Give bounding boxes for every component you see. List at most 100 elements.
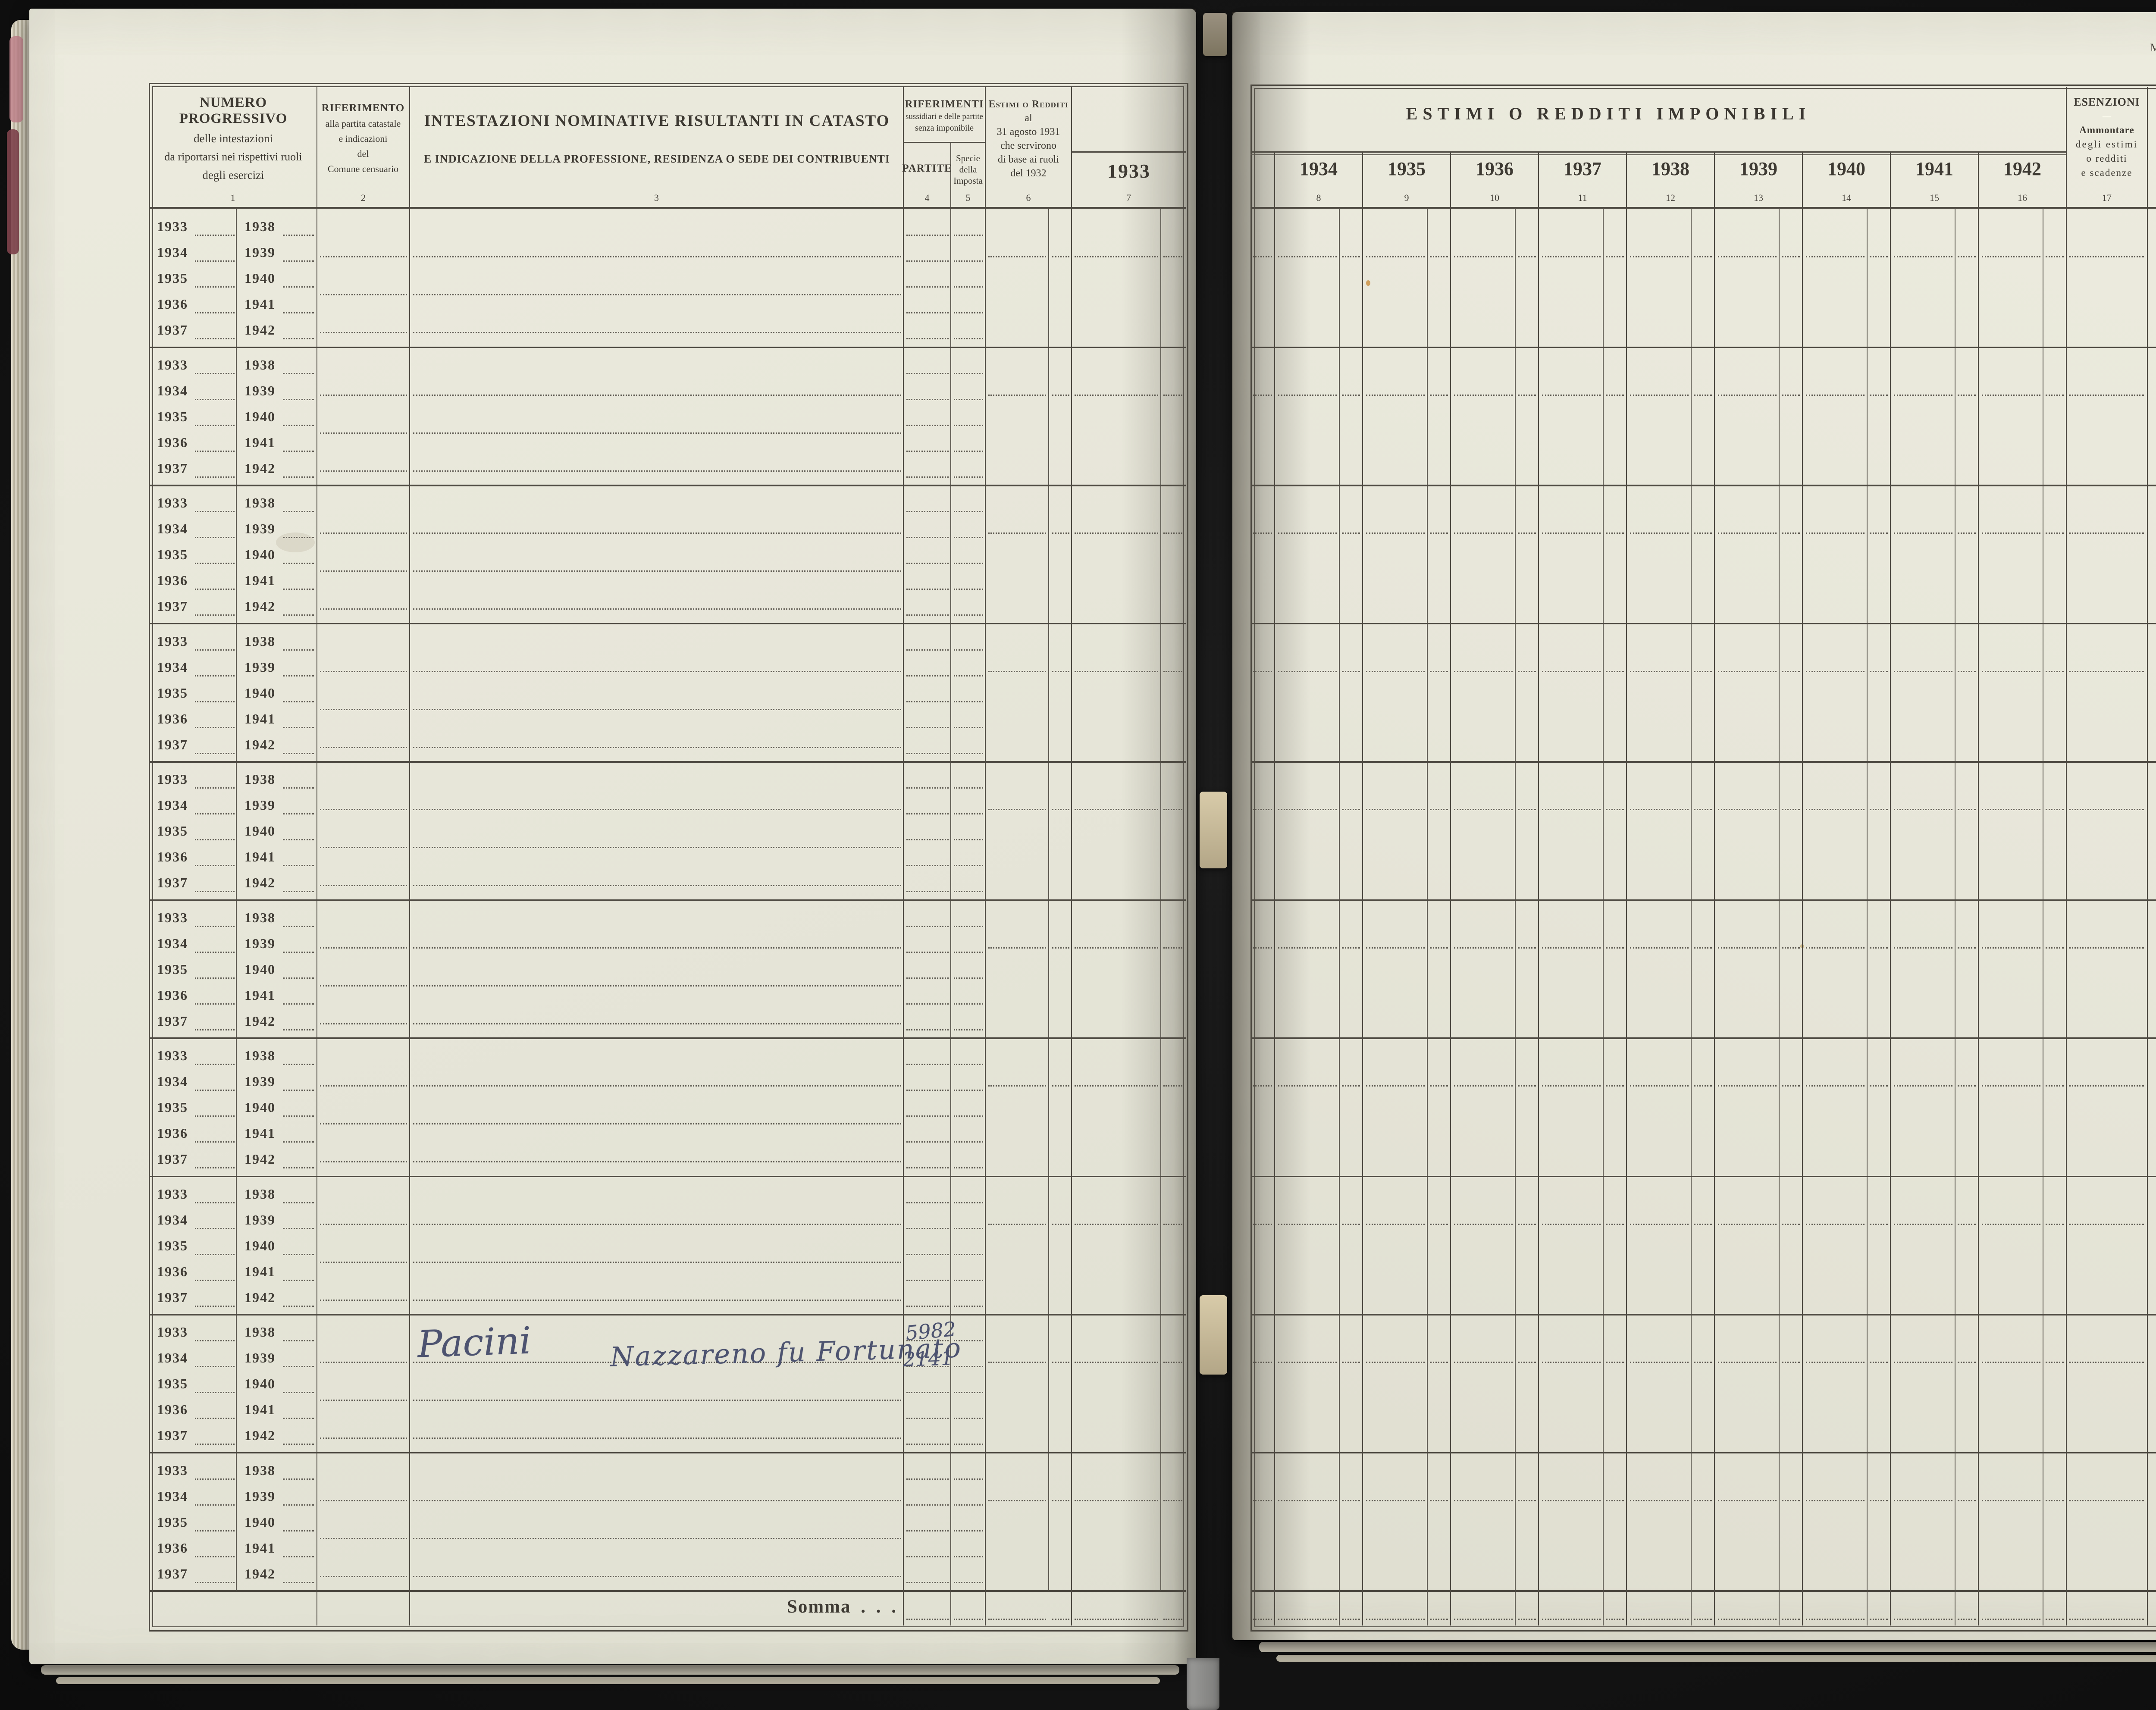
dotted-writing-line [283,424,314,426]
year-header-label: 1939 [1739,158,1777,179]
dotted-writing-line [1366,532,1425,534]
dotted-writing-line [1958,256,1976,257]
dotted-writing-line [1694,809,1712,810]
dotted-writing-line [1870,256,1888,257]
dotted-writing-line [1075,947,1158,949]
dotted-writing-line [1342,1619,1360,1620]
dotted-writing-line [1694,670,1712,672]
dotted-writing-line [1982,532,2040,534]
dotted-writing-line [954,1504,983,1506]
dotted-writing-line [1982,670,2040,672]
dotted-writing-line [1958,809,1976,810]
dotted-writing-line [1542,532,1601,534]
row-year-label: 1939 [244,382,276,398]
dotted-writing-line [283,1444,314,1445]
dotted-writing-line [1430,1085,1448,1087]
dotted-writing-line [906,398,949,400]
dotted-writing-line [283,589,314,590]
dotted-writing-line [283,1003,314,1005]
header-col45-riferimenti: RIFERIMENTI sussidiari e delle partite s… [905,92,984,139]
dotted-writing-line [283,476,314,478]
col2-line2: alla partita catastale [325,118,401,129]
dotted-writing-line [906,1029,949,1030]
dotted-writing-line [1342,1223,1360,1225]
grid-hline [1250,485,2156,486]
year-header-label: 1940 [1827,158,1865,179]
dotted-writing-line [413,294,901,295]
dotted-writing-line [1342,532,1360,534]
dotted-writing-line [988,1500,1046,1501]
dotted-writing-line [1454,394,1513,396]
dotted-writing-line [195,1305,235,1307]
row-year-label: 1935 [157,1376,188,1391]
dotted-writing-line [320,394,407,396]
dotted-writing-line [1982,1223,2040,1225]
grid-vline [1802,152,1803,1625]
dotted-writing-line [1958,1362,1976,1363]
row-year-label: 1939 [244,1074,276,1089]
dotted-writing-line [320,1261,407,1263]
dotted-writing-line [1958,947,1976,949]
dotted-writing-line [1163,1085,1182,1087]
dotted-writing-line [1718,670,1777,672]
row-year-label: 1933 [157,219,188,234]
row-year-label: 1941 [244,1402,276,1417]
col2-line1: RIFERIMENTO [321,102,405,114]
dotted-writing-line [954,563,983,564]
dotted-writing-line [195,1090,235,1091]
dotted-writing-line [283,1556,314,1557]
dotted-writing-line [1342,809,1360,810]
dotted-writing-line [283,1141,314,1143]
dotted-writing-line [2046,1223,2064,1225]
binding-tie-lower [1200,1295,1227,1375]
dotted-writing-line [283,752,314,754]
dotted-writing-line [988,1223,1046,1225]
dotted-writing-line [1454,256,1513,257]
row-year-label: 1933 [157,909,188,925]
grid-hline [1250,761,2156,763]
row-year-label: 1934 [157,521,188,536]
row-year-label: 1933 [157,633,188,649]
dotted-writing-line [1454,532,1513,534]
row-year-label: 1942 [244,1013,276,1029]
row-year-label: 1941 [244,849,276,864]
dotted-writing-line [2046,394,2064,396]
dotted-writing-line [195,1530,235,1531]
table-outer-border [149,83,1188,1632]
binding-tie-top [1203,13,1227,56]
dotted-writing-line [1958,1500,1976,1501]
dotted-writing-line [195,1064,235,1065]
dotted-writing-line [906,1064,949,1065]
dotted-writing-line [906,813,949,814]
col-number-17: 17 [2102,192,2112,203]
dotted-writing-line [906,1228,949,1229]
dotted-writing-line [320,1299,407,1301]
dotted-writing-line [320,608,407,610]
dotted-writing-line [1782,394,1800,396]
dotted-writing-line [1366,1500,1425,1501]
dotted-writing-line [320,332,407,333]
dotted-writing-line [195,839,235,840]
dotted-writing-line [988,394,1046,396]
row-year-label: 1939 [244,1212,276,1228]
dotted-writing-line [1542,947,1601,949]
grid-vline [1890,152,1891,1625]
dotted-writing-line [320,1500,407,1501]
dotted-writing-line [413,670,901,672]
year-header-label: 1942 [2003,158,2041,179]
dotted-writing-line [1982,1500,2040,1501]
dotted-writing-line [1052,1223,1069,1225]
dotted-writing-line [2069,670,2144,672]
dotted-writing-line [283,260,314,262]
dotted-writing-line [1342,670,1360,672]
row-year-label: 1939 [244,659,276,675]
grid-hline [1250,346,2156,348]
dotted-writing-line [906,1504,949,1506]
dotted-writing-line [1052,1619,1069,1620]
dotted-writing-line [320,1438,407,1439]
dotted-writing-line [954,1582,983,1583]
dotted-writing-line [283,1279,314,1281]
dotted-writing-line [1782,947,1800,949]
dotted-writing-line [1518,670,1536,672]
dotted-writing-line [1606,1619,1624,1620]
